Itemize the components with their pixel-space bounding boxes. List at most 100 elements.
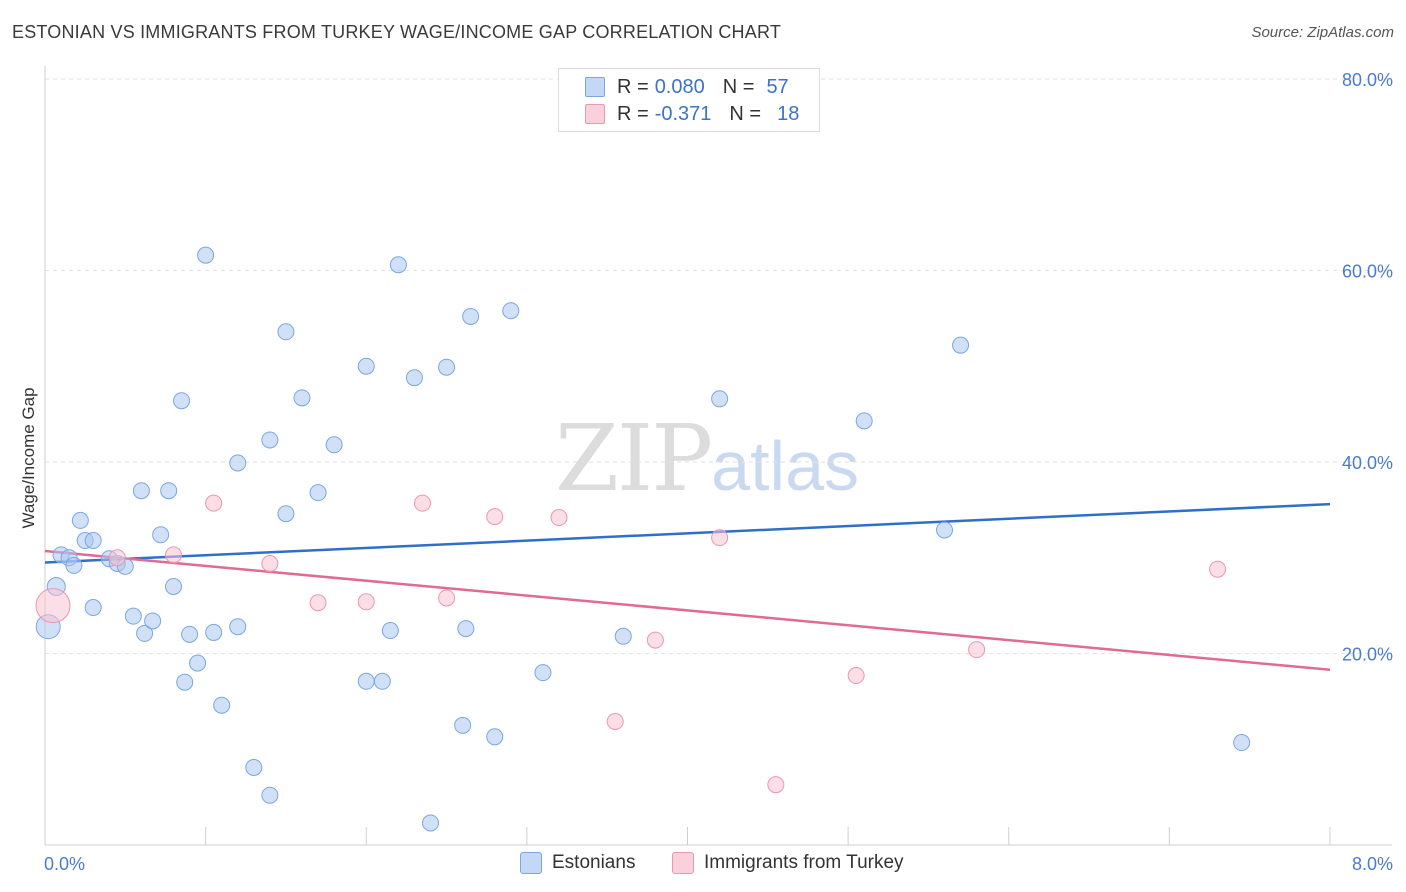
point-estonians [486,728,504,746]
point-turkey [205,494,223,512]
point-estonians [71,511,89,529]
y-axis-label: Wage/Income Gap [19,387,38,528]
legend-n-label: N = [729,102,762,125]
point-estonians [457,620,475,638]
point-estonians [165,577,182,595]
point-turkey [847,667,865,685]
point-turkey [438,589,456,607]
source-label: Source: ZipAtlas.com [1251,24,1394,41]
point-turkey [606,712,624,730]
point-estonians [136,624,154,642]
legend-r-value: 0.080 [654,75,705,98]
point-estonians [65,556,83,574]
point-estonians [1233,734,1251,752]
point-estonians [144,612,162,630]
point-estonians [261,431,279,449]
point-estonians [534,664,552,682]
bottom-legend-estonians[interactable]: Estonians [520,852,635,874]
point-estonians [132,482,150,500]
point-estonians [855,412,873,430]
point-turkey [767,776,785,794]
y-tick-label: 40.0% [1342,453,1393,473]
point-turkey [1209,560,1227,578]
point-estonians [277,505,295,523]
point-estonians [711,390,729,408]
trend-line-turkey [44,549,1331,672]
point-estonians [325,436,343,454]
point-estonians [189,654,207,672]
bottom-legend-turkey[interactable]: Immigrants from Turkey [672,852,904,874]
y-tick-label: 60.0% [1342,262,1393,282]
point-estonians [389,256,407,274]
point-turkey [108,549,126,567]
point-turkey [486,508,504,526]
point-estonians [405,369,423,387]
point-estonians [936,521,953,539]
point-estonians [952,336,970,354]
point-estonians [309,484,327,502]
bottom-legend-swatch-estonians [520,852,542,874]
legend-r-label: R = [617,102,649,125]
watermark-atlas: atlas [711,427,860,505]
point-estonians [84,599,102,617]
point-estonians [84,532,102,550]
point-estonians [438,358,456,376]
y-tick-label: 20.0% [1342,645,1393,665]
point-turkey [357,593,375,611]
point-estonians [152,526,170,544]
legend-row-estonians: R = 0.080 N = 57 [585,75,789,99]
legend-swatch-estonians [585,77,605,97]
point-estonians [205,623,223,641]
point-turkey [309,594,327,612]
point-estonians [357,672,375,690]
trend-lines [44,502,1331,672]
point-estonians [261,786,279,804]
legend-n-value: 18 [777,102,800,125]
point-turkey [413,494,431,512]
data-points [35,246,1251,832]
axes [44,66,1392,846]
watermark-zip: ZIP [555,405,713,512]
point-estonians [160,482,178,500]
legend-row-turkey: R = -0.371 N = 18 [585,102,799,126]
point-estonians [229,454,247,472]
point-estonians [173,392,191,410]
point-estonians [277,323,295,341]
grid-lines [45,78,1392,654]
point-estonians [373,672,391,690]
point-estonians [614,627,632,645]
legend-r-value: -0.371 [654,102,712,125]
x-tick-label-max: 8.0% [1352,854,1393,874]
point-turkey [968,641,986,659]
chart-title: ESTONIAN VS IMMIGRANTS FROM TURKEY WAGE/… [12,22,782,42]
point-estonians [454,716,472,734]
point-estonians [181,625,199,643]
bottom-legend-label-estonians: Estonians [552,852,636,873]
point-estonians [422,814,439,832]
legend-r-label: R = [617,75,649,98]
legend-swatch-turkey [585,104,605,124]
legend-n-label: N = [722,75,755,98]
bottom-legend-label-turkey: Immigrants from Turkey [704,852,904,873]
point-turkey [261,554,279,572]
point-estonians [381,622,399,640]
x-tick-label-min: 0.0% [44,854,85,874]
point-turkey [550,509,568,527]
axis-labels: 20.0% 40.0% 60.0% 80.0% 0.0% 8.0% Wage/Income … [19,70,1393,874]
point-estonians [176,673,194,691]
y-tick-label: 80.0% [1342,70,1393,90]
bottom-legend-swatch-turkey [672,852,694,874]
point-estonians [245,758,263,776]
point-estonians [293,389,311,407]
point-estonians [502,302,520,320]
trend-line-estonians [44,502,1331,564]
point-estonians [124,607,142,625]
point-estonians [357,357,375,375]
point-estonians [213,696,231,714]
correlation-legend: R = 0.080 N = 57 R = -0.371 N = 18 [558,68,820,132]
point-estonians [197,246,215,264]
point-turkey [35,588,71,624]
watermark: ZIPatlas [555,405,859,512]
point-turkey [646,631,664,649]
